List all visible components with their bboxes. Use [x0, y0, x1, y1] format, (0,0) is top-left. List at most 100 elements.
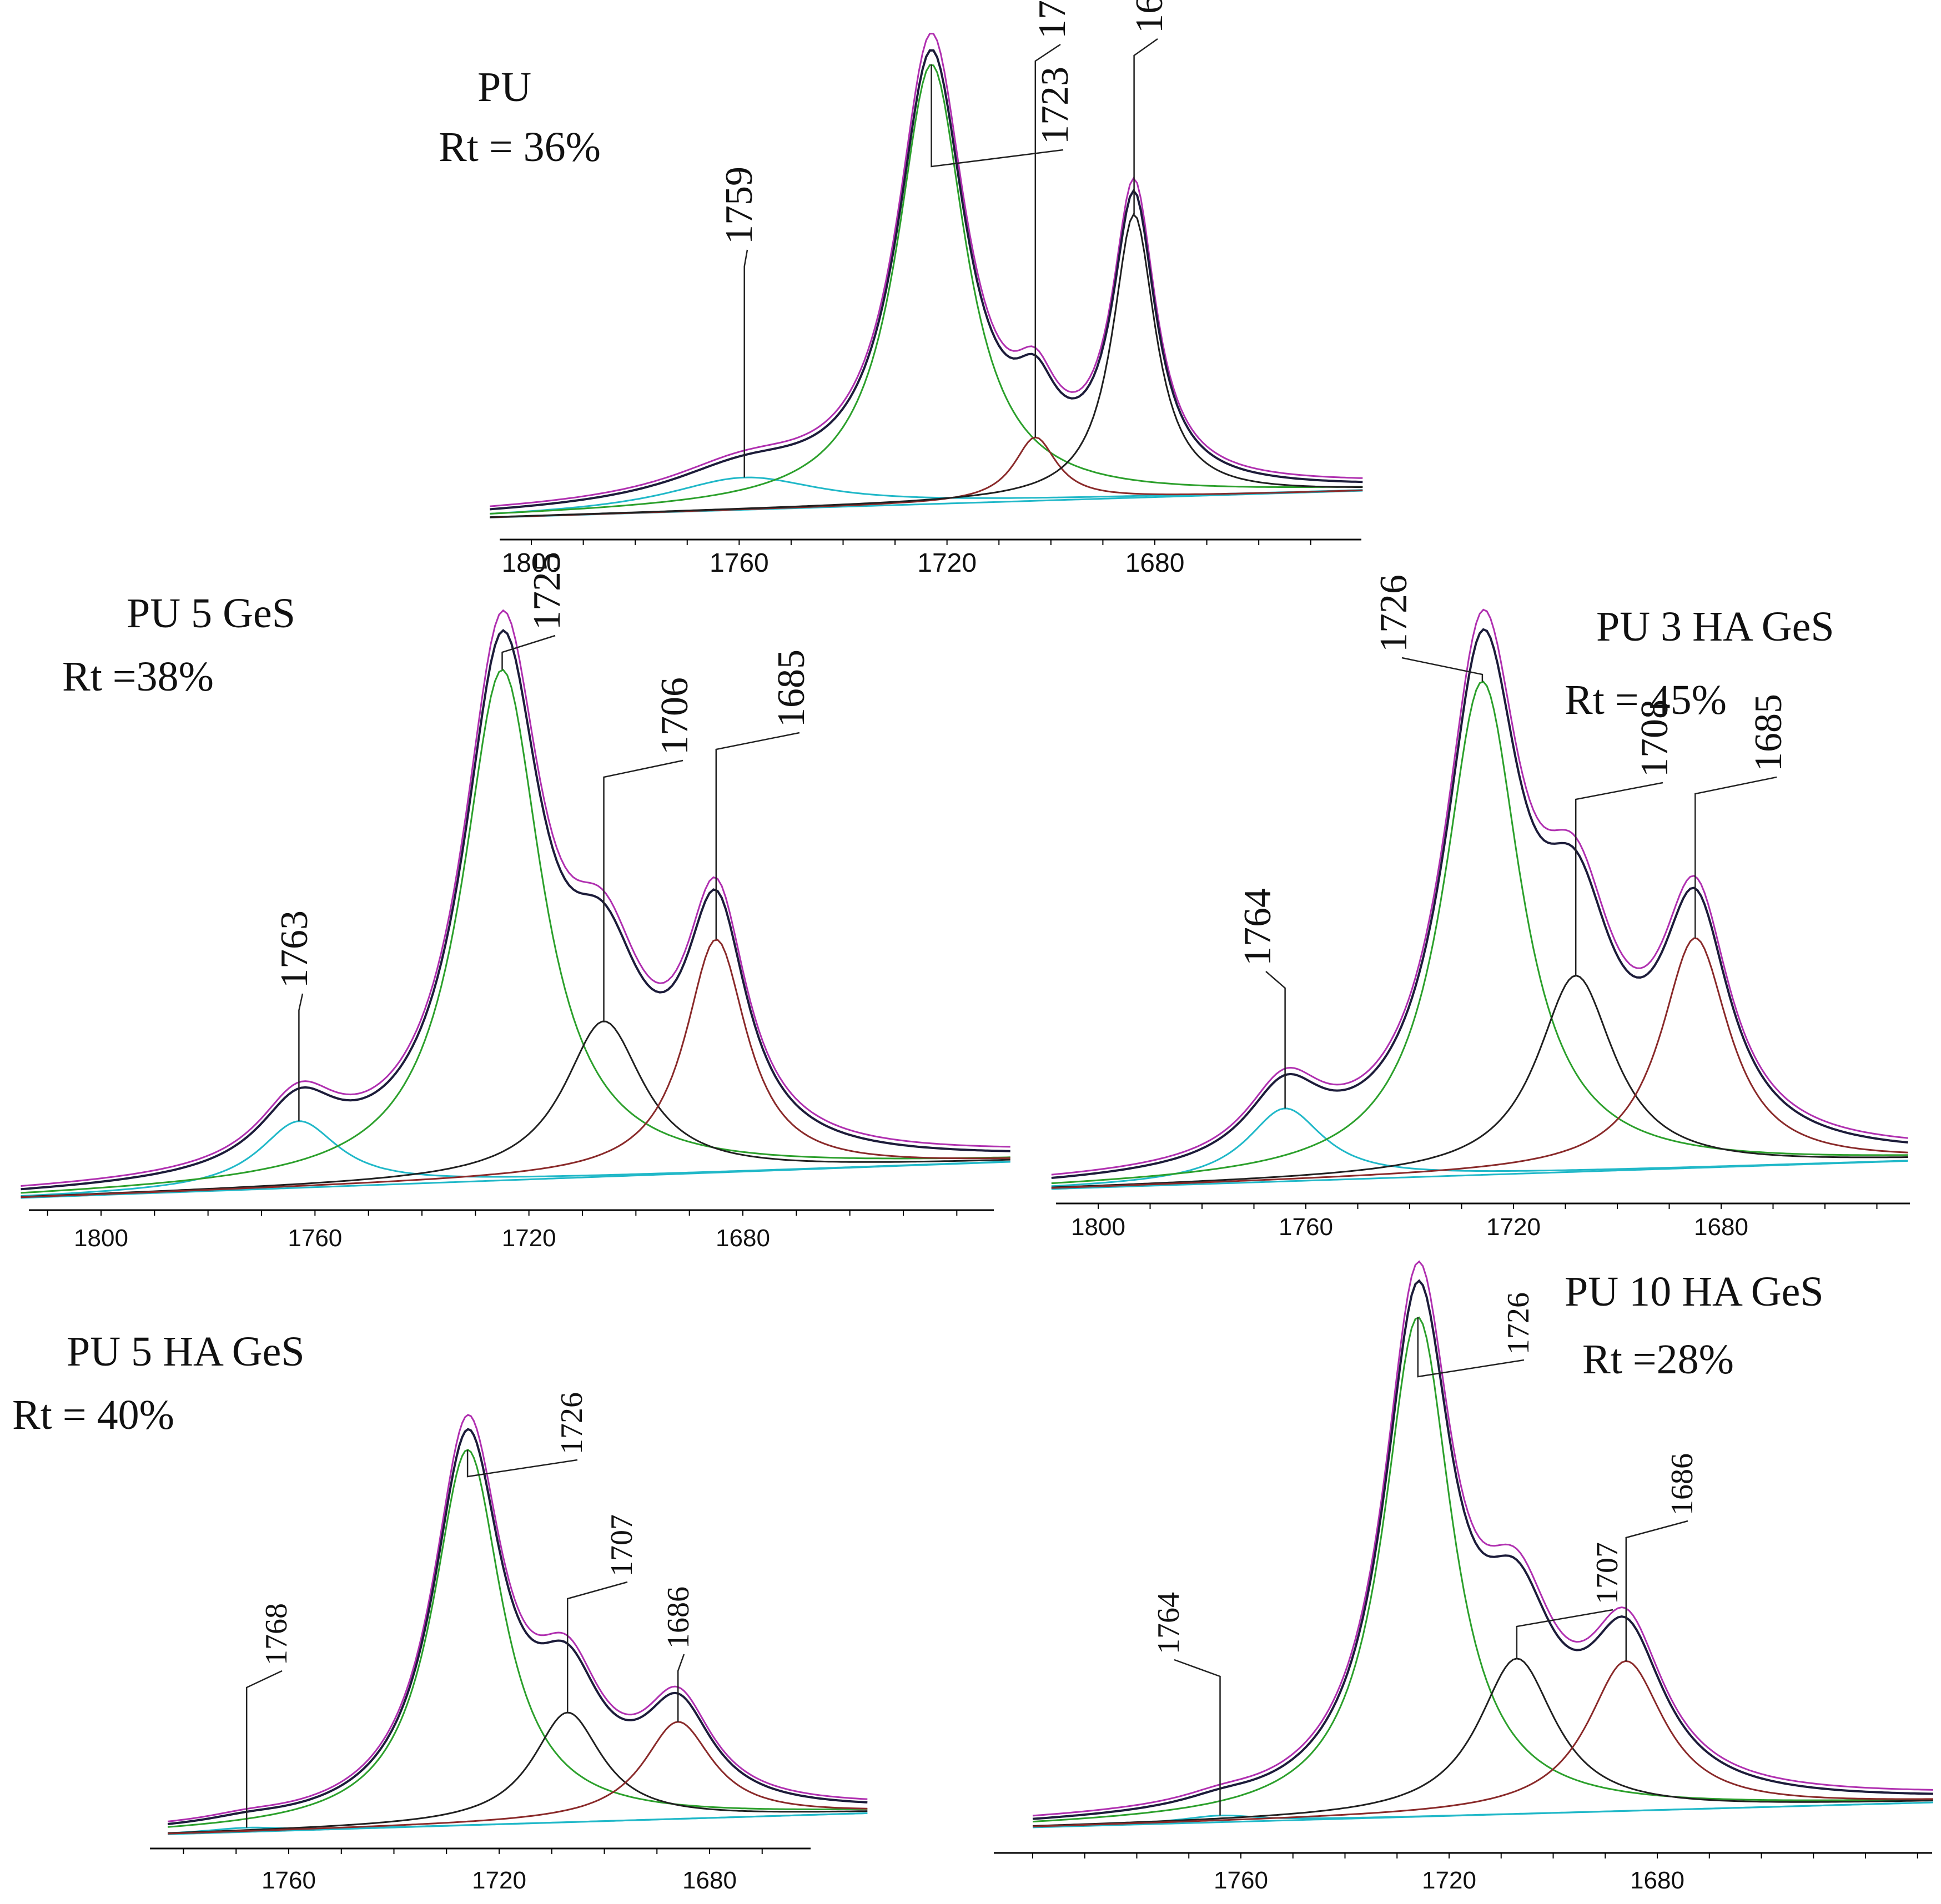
component-peak-1685	[21, 939, 1010, 1198]
peak-label-1708: 1708	[1633, 699, 1676, 777]
component-peak-1763	[21, 1120, 1010, 1197]
panel-pu-5-ges: PU 5 GeS Rt =38% 1800 1760 1720 1680 1763 172…	[21, 552, 1010, 1252]
panel-rt-value: Rt = 45%	[1565, 677, 1727, 723]
panel-pu-3-ha-ges: PU 3 HA GeS Rt = 45% 1800 1760 1720 1680 176…	[1051, 575, 1910, 1241]
plot-area: 1800 1760 1720 1680 1763 1725 1706 1685	[21, 552, 1010, 1252]
peak-label-1763: 1763	[273, 910, 316, 988]
component-peak-1706	[21, 1020, 1010, 1198]
fitted-envelope-line	[167, 1428, 868, 1825]
peak-leader-line	[466, 1449, 578, 1478]
peak-label-1686: 1686	[661, 1586, 696, 1649]
panel-title: PU 5 HA GeS	[67, 1328, 305, 1375]
panel-pu: PU Rt = 36% 1800 1760 1720 1680 1759 1723 1703…	[439, 0, 1363, 578]
plot-area: 1800 1760 1720 1680 1759 1723 1703 1684	[489, 0, 1363, 578]
peak-leader-line	[1133, 38, 1158, 215]
peak-label-1707: 1707	[605, 1514, 639, 1576]
peak-label-1764: 1764	[1151, 1592, 1186, 1654]
plot-area: 1760 1720 1680 1764 1726 1707 1686	[994, 1260, 1933, 1894]
x-tick-label: 1680	[1630, 1867, 1684, 1894]
x-tick-label: 1680	[1125, 548, 1185, 578]
panel-title: PU 10 HA GeS	[1565, 1268, 1824, 1315]
component-peak-1726	[167, 1449, 868, 1828]
panel-rt-value: Rt =28%	[1582, 1336, 1734, 1383]
measured-spectrum-line	[1032, 1260, 1933, 1817]
peak-label-1684: 1684	[1128, 0, 1171, 33]
measured-spectrum-line	[489, 32, 1363, 507]
peak-leader-line	[743, 249, 748, 478]
fitted-envelope-line	[21, 629, 1010, 1191]
panel-rt-value: Rt = 36%	[439, 124, 601, 170]
panel-rt-value: Rt = 40%	[12, 1392, 174, 1438]
peak-leader-line	[1417, 1317, 1525, 1378]
peak-label-1723: 1723	[1034, 67, 1077, 144]
x-tick-label: 1720	[1486, 1213, 1541, 1241]
panel-title: PU	[477, 64, 531, 110]
component-peak-1707	[1032, 1658, 1933, 1827]
x-tick-label: 1760	[710, 548, 769, 578]
peak-label-1768: 1768	[259, 1603, 294, 1665]
panel-title: PU 5 GeS	[127, 590, 295, 637]
peak-label-1759: 1759	[718, 167, 761, 244]
peak-leader-line	[1174, 1659, 1221, 1816]
peak-leader-line	[603, 759, 683, 1021]
x-tick-label: 1800	[502, 548, 561, 578]
peak-leader-line	[1401, 657, 1484, 682]
x-tick-label: 1720	[502, 1225, 556, 1252]
x-tick-label: 1760	[288, 1225, 342, 1252]
component-peak-1726	[1051, 681, 1908, 1185]
peak-leader-line	[1625, 1520, 1688, 1661]
x-tick-label: 1680	[682, 1867, 737, 1894]
peak-label-1706: 1706	[653, 677, 696, 755]
x-tick-label: 1680	[1694, 1213, 1748, 1241]
peak-label-1726: 1726	[1372, 575, 1415, 652]
component-peak-1725	[21, 668, 1010, 1194]
plot-area: 1800 1760 1720 1680 1764 1726 1708 1685	[1051, 575, 1910, 1241]
peak-leader-line	[1265, 971, 1286, 1109]
x-tick-label: 1680	[716, 1225, 770, 1252]
peak-label-1686: 1686	[1665, 1453, 1699, 1515]
peak-leader-line	[1516, 1609, 1613, 1659]
peak-label-1725: 1725	[526, 552, 569, 630]
x-tick-label: 1720	[917, 548, 977, 578]
component-peak-1685	[1051, 937, 1908, 1189]
peak-leader-line	[677, 1654, 685, 1722]
peak-label-1707: 1707	[1590, 1542, 1625, 1604]
peak-leader-line	[715, 732, 800, 940]
x-tick-label: 1760	[262, 1867, 316, 1894]
component-peak-1726	[1032, 1316, 1933, 1823]
panel-rt-value: Rt =38%	[62, 653, 214, 700]
panel-pu-10-ha-ges: PU 10 HA GeS Rt =28% 1760 1720 1680 1764 172…	[994, 1260, 1933, 1894]
peak-leader-line	[931, 64, 1064, 168]
x-tick-label: 1800	[74, 1225, 128, 1252]
peak-label-1764: 1764	[1236, 888, 1279, 966]
component-peak-1723	[490, 64, 1363, 515]
x-tick-label: 1800	[1071, 1213, 1125, 1241]
panel-pu-5-ha-ges: PU 5 HA GeS Rt = 40% 1760 1720 1680 1768 172…	[12, 1328, 868, 1894]
fitted-envelope-line	[489, 49, 1363, 511]
peak-label-1685: 1685	[1747, 694, 1790, 772]
peak-leader-line	[1575, 782, 1663, 976]
x-tick-label: 1760	[1279, 1213, 1333, 1241]
panel-title: PU 3 HA GeS	[1596, 603, 1834, 650]
measured-spectrum-line	[167, 1414, 868, 1822]
measured-spectrum-line	[21, 609, 1010, 1187]
measured-spectrum-line	[1051, 608, 1908, 1176]
peak-leader-line	[1034, 43, 1061, 437]
component-peak-1686	[1032, 1660, 1933, 1827]
plot-area: 1760 1720 1680 1768 1726 1707 1686	[150, 1392, 868, 1894]
fitted-envelope-line	[1051, 628, 1908, 1179]
peak-leader-line	[298, 993, 304, 1121]
component-peak-1686	[168, 1721, 868, 1835]
x-tick-label: 1720	[472, 1867, 526, 1894]
component-peak-1684	[490, 213, 1363, 518]
component-peak-1707	[168, 1711, 868, 1834]
peak-leader-line	[501, 634, 556, 670]
component-peak-1764	[1051, 1107, 1908, 1187]
peak-label-1685: 1685	[770, 649, 813, 727]
x-tick-label: 1760	[1214, 1867, 1268, 1894]
peak-label-1726: 1726	[1501, 1292, 1536, 1354]
peak-label-1703: 1703	[1031, 0, 1074, 39]
peak-leader-line	[245, 1670, 283, 1828]
